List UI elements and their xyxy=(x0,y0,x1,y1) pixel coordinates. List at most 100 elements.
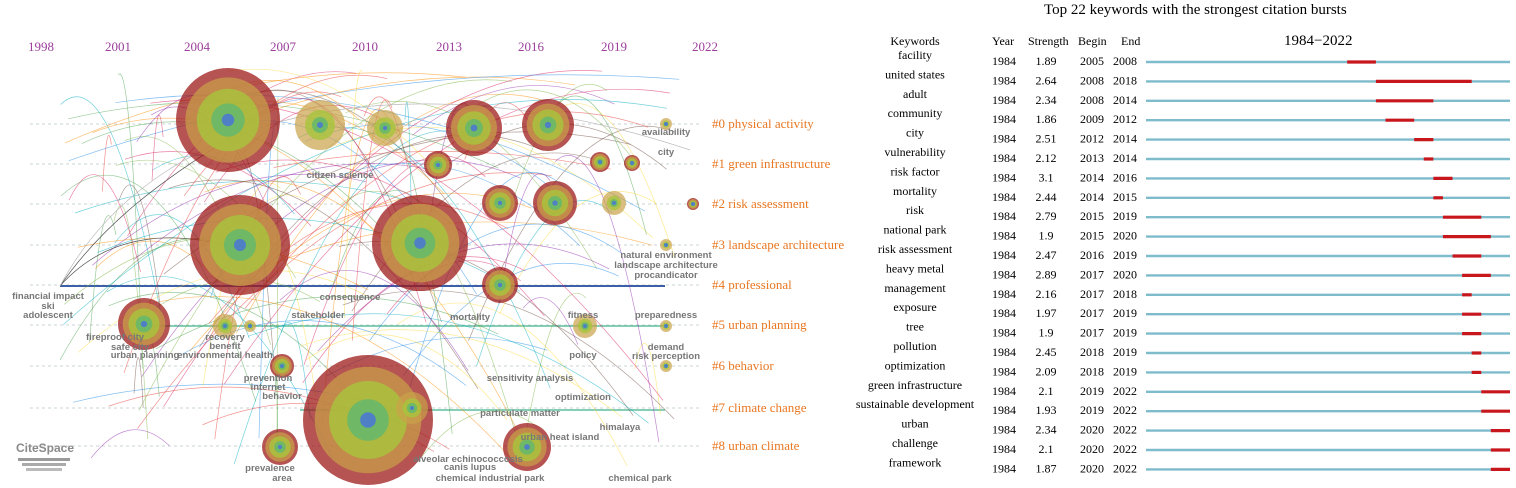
row-begin: 2019 xyxy=(1080,384,1104,398)
row-keyword: sustainable development xyxy=(856,397,975,411)
column-header: Keywords xyxy=(890,34,940,48)
year-label: 2022 xyxy=(692,39,718,54)
year-label: 1998 xyxy=(28,39,54,54)
keyword-label: natural environment xyxy=(620,250,712,261)
burst-row: management 1984 2.16 2017 2018 xyxy=(884,281,1510,301)
row-keyword: adult xyxy=(903,87,928,101)
burst-row: urban 1984 2.34 2020 2022 xyxy=(901,417,1510,437)
row-begin: 2015 xyxy=(1080,209,1104,223)
keyword-label: fitness xyxy=(568,310,599,321)
row-end: 2022 xyxy=(1113,423,1137,437)
row-strength: 1.87 xyxy=(1036,461,1057,475)
row-end: 2022 xyxy=(1113,384,1137,398)
row-strength: 1.86 xyxy=(1036,112,1057,126)
keyword-node xyxy=(303,355,433,485)
keyword-label: consequence xyxy=(320,292,381,303)
row-keyword: community xyxy=(888,106,943,120)
row-end: 2022 xyxy=(1113,461,1137,475)
keyword-node xyxy=(244,320,256,332)
row-year: 1984 xyxy=(992,403,1016,417)
keyword-label: recovery xyxy=(205,332,245,343)
keyword-node xyxy=(503,423,551,471)
burst-row: risk 1984 2.79 2015 2019 xyxy=(906,203,1510,223)
keyword-label: alveolar echinococcosis xyxy=(413,454,523,465)
cluster-label: #1 green infrastructure xyxy=(712,156,831,171)
keyword-node xyxy=(176,68,280,172)
keyword-label: landscape architecture xyxy=(614,260,718,271)
cluster-label: #5 urban planning xyxy=(712,317,807,332)
keyword-labels: availability city citizen science natural e… xyxy=(12,127,718,484)
row-begin: 2019 xyxy=(1080,403,1104,417)
burst-row: challenge 1984 2.1 2020 2022 xyxy=(892,436,1510,456)
row-strength: 2.34 xyxy=(1036,423,1057,437)
year-axis: 1998 2001 2004 2007 2010 2013 2016 2019 2022 xyxy=(28,39,718,54)
row-end: 2019 xyxy=(1113,248,1137,262)
row-keyword: risk xyxy=(906,203,924,217)
year-label: 2010 xyxy=(352,39,378,54)
keyword-label: internet xyxy=(251,382,287,393)
keyword-label: policy xyxy=(569,350,597,361)
keyword-node xyxy=(372,195,468,291)
burst-row: risk assessment 1984 2.47 2016 2019 xyxy=(878,242,1510,262)
burst-row: tree 1984 1.9 2017 2019 xyxy=(906,320,1510,340)
burst-row: mortality 1984 2.44 2014 2015 xyxy=(893,184,1510,204)
keyword-node xyxy=(190,195,290,295)
keyword-node xyxy=(660,320,672,332)
keyword-node xyxy=(522,99,574,151)
column-header: Strength xyxy=(1028,34,1069,48)
logo-text: CiteSpace xyxy=(16,441,74,455)
timeline-view: 1998 2001 2004 2007 2010 2013 2016 2019 2022 #0 … xyxy=(12,39,844,485)
row-begin: 2015 xyxy=(1080,229,1104,243)
keyword-label: sensitivity analysis xyxy=(487,373,574,384)
row-keyword: framework xyxy=(889,455,942,469)
row-begin: 2018 xyxy=(1080,345,1104,359)
row-keyword: green infrastructure xyxy=(868,378,962,392)
row-end: 2019 xyxy=(1113,209,1137,223)
keyword-label: chemical park xyxy=(608,473,672,484)
column-header: Year xyxy=(992,34,1014,48)
burst-row: framework 1984 1.87 2020 2022 xyxy=(889,455,1510,475)
row-strength: 1.9 xyxy=(1039,326,1054,340)
row-begin: 2013 xyxy=(1080,151,1104,165)
burst-row: vulnerability 1984 2.12 2013 2014 xyxy=(884,145,1510,165)
row-strength: 2.79 xyxy=(1036,209,1057,223)
year-label: 2016 xyxy=(518,39,545,54)
row-year: 1984 xyxy=(992,170,1016,184)
row-keyword: exposure xyxy=(893,300,936,314)
cluster-label: #6 behavior xyxy=(712,358,774,373)
row-begin: 2020 xyxy=(1080,423,1104,437)
burst-row: community 1984 1.86 2009 2012 xyxy=(888,106,1510,126)
row-keyword: urban xyxy=(901,417,928,431)
keyword-label: adolescent xyxy=(23,310,73,321)
row-end: 2014 xyxy=(1113,132,1137,146)
keyword-node xyxy=(533,181,577,225)
row-strength: 2.16 xyxy=(1036,287,1057,301)
row-begin: 2020 xyxy=(1080,442,1104,456)
keyword-label: mortality xyxy=(450,312,491,323)
keyword-node xyxy=(590,152,610,172)
row-strength: 2.64 xyxy=(1036,73,1057,87)
row-year: 1984 xyxy=(992,461,1016,475)
keyword-label: safe city xyxy=(111,342,150,353)
row-year: 1984 xyxy=(992,132,1016,146)
row-strength: 2.51 xyxy=(1036,132,1057,146)
keyword-label: procandicator xyxy=(634,270,698,281)
row-strength: 3.1 xyxy=(1039,170,1054,184)
row-year: 1984 xyxy=(992,248,1016,262)
row-end: 2022 xyxy=(1113,403,1137,417)
column-header: End xyxy=(1121,34,1140,48)
row-strength: 2.89 xyxy=(1036,267,1057,281)
row-keyword: national park xyxy=(884,223,947,237)
keyword-label: risk perception xyxy=(632,351,700,362)
row-end: 2008 xyxy=(1113,54,1137,68)
burst-row: risk factor 1984 3.1 2014 2016 xyxy=(891,164,1510,184)
row-strength: 2.45 xyxy=(1036,345,1057,359)
burst-rows: facility 1984 1.89 2005 2008 united states 198… xyxy=(856,48,1510,475)
keyword-node xyxy=(270,354,294,378)
burst-title: Top 22 keywords with the strongest citat… xyxy=(1044,2,1347,18)
row-end: 2018 xyxy=(1113,287,1137,301)
keyword-label: citizen science xyxy=(306,170,373,181)
keyword-node xyxy=(624,155,640,171)
row-begin: 2005 xyxy=(1080,54,1104,68)
row-year: 1984 xyxy=(992,345,1016,359)
